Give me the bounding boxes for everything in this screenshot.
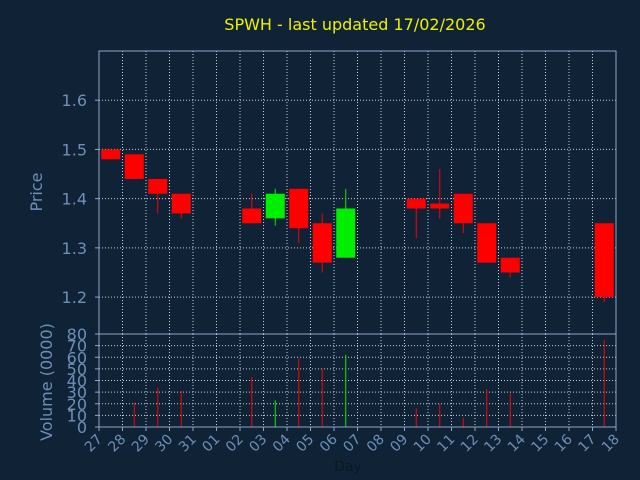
candle-body	[430, 203, 450, 209]
candle-17	[594, 223, 614, 303]
candle-29	[148, 178, 168, 214]
candle-body	[594, 223, 614, 298]
candle-10	[430, 169, 450, 219]
candle-body	[265, 193, 285, 219]
price-y-tick-label: 1.5	[62, 140, 87, 159]
candle-body	[289, 188, 309, 229]
volume-y-tick-label: 50	[67, 360, 87, 379]
candle-body	[101, 149, 121, 160]
candle-body	[336, 208, 356, 258]
candle-30	[171, 193, 191, 219]
candle-13	[500, 257, 520, 278]
volume-y-tick-label: 30	[67, 383, 87, 402]
volume-y-tick-label: 40	[67, 372, 87, 391]
candle-09	[406, 198, 426, 239]
price-y-tick-label: 1.6	[62, 91, 87, 110]
chart-title: SPWH - last updated 17/02/2026	[224, 15, 485, 34]
candle-body	[312, 223, 332, 263]
candle-27	[101, 149, 121, 160]
volume-grid	[99, 334, 616, 427]
candle-12	[477, 223, 497, 263]
volume-axis-label: Volume (0000)	[37, 323, 56, 441]
candle-03	[265, 188, 285, 226]
volume-y-tick-label: 0	[77, 418, 87, 437]
candle-02	[242, 193, 262, 224]
candle-body	[453, 193, 473, 224]
candle-body	[171, 193, 191, 214]
volume-y-tick-label: 10	[67, 406, 87, 425]
price-candles	[101, 149, 614, 303]
candle-28	[124, 154, 144, 179]
candle-body	[124, 154, 144, 179]
candle-05	[312, 213, 332, 273]
candle-body	[477, 223, 497, 263]
candle-06	[336, 188, 356, 258]
price-grid	[99, 51, 616, 334]
volume-y-tick-label: 60	[67, 348, 87, 367]
candle-body	[242, 208, 262, 224]
volume-bars	[133, 339, 605, 427]
x-axis-label: Day	[334, 459, 362, 475]
price-y-ticks: 1.2 1.3 1.4 1.5 1.6	[62, 91, 99, 307]
candle-11	[453, 193, 473, 234]
candle-04	[289, 188, 309, 243]
candle-body	[406, 198, 426, 209]
volume-y-tick-label: 70	[67, 337, 87, 356]
price-y-tick-label: 1.2	[62, 288, 87, 307]
price-y-tick-label: 1.3	[62, 239, 87, 258]
candle-body	[148, 178, 168, 194]
candle-body	[500, 257, 520, 273]
price-panel: 1.2 1.3 1.4 1.5 1.6 Price	[27, 50, 617, 335]
price-y-tick-label: 1.4	[62, 190, 87, 209]
price-axis-label: Price	[27, 172, 46, 211]
volume-y-tick-label: 20	[67, 395, 87, 414]
volume-y-tick-label: 80	[67, 325, 87, 344]
